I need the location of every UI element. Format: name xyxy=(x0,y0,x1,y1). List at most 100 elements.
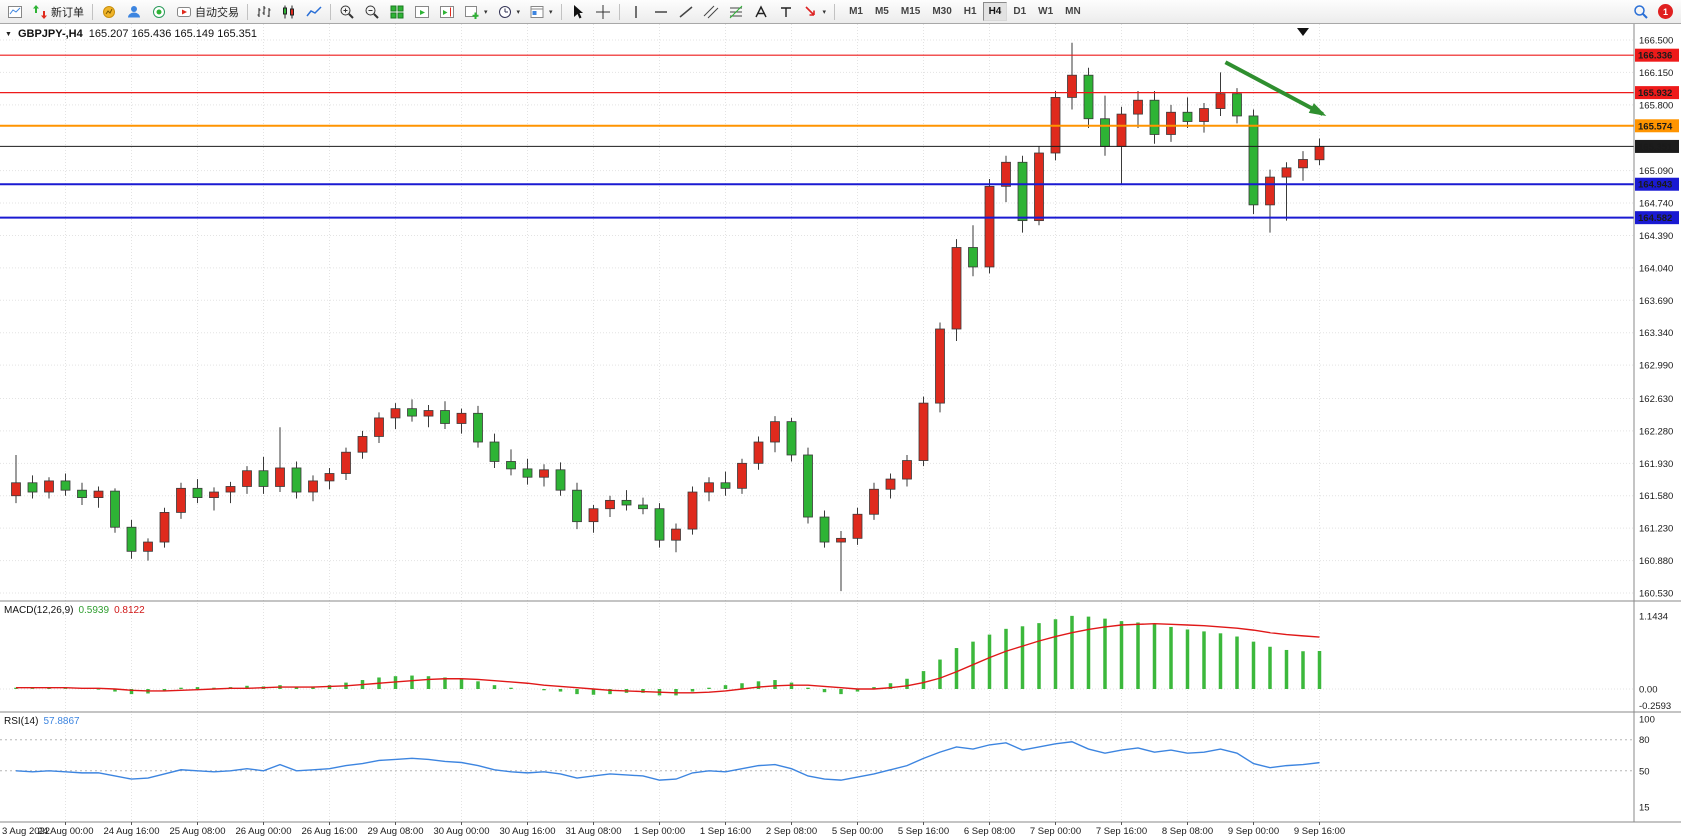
trendline-icon xyxy=(679,5,693,18)
macd-axis-label: 0.00 xyxy=(1639,685,1658,696)
candle-body xyxy=(572,489,582,523)
new-order-icon xyxy=(33,4,47,19)
autotrading-label: 自动交易 xyxy=(195,6,239,19)
timeframe-m5-button[interactable]: M5 xyxy=(874,6,889,17)
line-chart-button[interactable] xyxy=(302,2,326,22)
chart-canvas[interactable]: 166.500 166.150 165.800 165.090 164.740 164.3… xyxy=(0,24,1681,839)
timeframe-d1-button[interactable]: D1 xyxy=(1013,6,1027,17)
candle-body xyxy=(77,489,87,498)
crosshair-tool-button[interactable] xyxy=(591,2,615,22)
templates-button[interactable]: ▾ xyxy=(525,2,557,22)
price-axis[interactable]: 166.500 166.150 165.800 165.090 164.740 164.3… xyxy=(1635,36,1679,814)
candle-body xyxy=(885,478,896,490)
auto-scroll-button[interactable] xyxy=(410,2,434,22)
rsi-line xyxy=(15,741,1320,781)
timeframe-h4-button[interactable]: H4 xyxy=(982,2,1008,21)
bar-chart-button[interactable] xyxy=(252,2,276,22)
vertical-line-tool-button[interactable] xyxy=(624,2,648,22)
new-order-button[interactable]: 新订单 xyxy=(28,2,88,22)
candle-body xyxy=(291,467,302,493)
price-axis-label: 166.500 xyxy=(1639,36,1673,47)
cursor-tool-button[interactable] xyxy=(566,2,590,22)
candle-body xyxy=(11,482,21,497)
notification-badge[interactable]: 1 xyxy=(1658,4,1673,19)
trendline-tool-button[interactable] xyxy=(674,2,698,22)
chart-title: ▼ GBPJPY-,H4 165.207 165.436 165.149 165… xyxy=(5,28,257,40)
new-chart-button[interactable]: ▾ xyxy=(460,2,492,22)
time-axis-label: 9 Sep 16:00 xyxy=(1294,826,1345,837)
market-button[interactable] xyxy=(147,2,171,22)
chart-ohlc-values: 165.207 165.436 165.149 165.351 xyxy=(88,28,257,40)
time-axis-label: 29 Aug 08:00 xyxy=(368,826,424,837)
candle-body xyxy=(1034,152,1044,222)
candle-body xyxy=(126,526,137,552)
zoom-out-button[interactable] xyxy=(360,2,384,22)
price-axis-label: 164.740 xyxy=(1639,199,1673,210)
periods-button[interactable]: ▾ xyxy=(493,2,525,22)
zoom-in-button[interactable] xyxy=(335,2,359,22)
time-axis-label: 31 Aug 08:00 xyxy=(566,826,622,837)
candle-body xyxy=(836,537,846,543)
search-button[interactable] xyxy=(1629,2,1653,22)
time-axis-label: 6 Sep 08:00 xyxy=(964,826,1015,837)
candle-body xyxy=(489,441,500,462)
collapse-triangle-icon[interactable]: ▼ xyxy=(5,30,12,38)
community-button[interactable] xyxy=(122,2,146,22)
chart-shift-button[interactable] xyxy=(435,2,459,22)
pivot-line-orange-badge: 165.574 xyxy=(1635,119,1679,133)
macd-name: MACD(12,26,9) xyxy=(4,605,74,616)
candle-body xyxy=(110,490,120,528)
price-axis-label: 162.990 xyxy=(1639,361,1673,372)
candle-body xyxy=(324,473,335,482)
tile-windows-button[interactable] xyxy=(385,2,409,22)
candle-body xyxy=(506,461,516,470)
macd-indicator-label: MACD(12,26,9) 0.5939 0.8122 xyxy=(4,605,145,616)
timeframe-h1-button[interactable]: H1 xyxy=(963,6,977,17)
indicators-list-button[interactable] xyxy=(97,2,121,22)
toolbar-separator xyxy=(330,3,331,20)
support-line-2-badge: 164.582 xyxy=(1635,211,1679,225)
macd-signal-value: 0.8122 xyxy=(114,605,145,616)
trend-arrow-annotation[interactable] xyxy=(1224,60,1327,116)
bar-chart-icon xyxy=(257,5,271,17)
price-axis-label: 166.150 xyxy=(1639,68,1673,79)
time-axis-label: 7 Sep 00:00 xyxy=(1030,826,1081,837)
macd-main-value: 0.5939 xyxy=(78,605,110,616)
fibonacci-tool-button[interactable] xyxy=(724,2,748,22)
timeframe-group: M1 M5 M15 M30 H1 H4 D1 W1 MN xyxy=(843,2,1087,21)
channel-tool-button[interactable] xyxy=(699,2,723,22)
candlestick-chart-button[interactable] xyxy=(277,2,301,22)
price-axis-label: 162.280 xyxy=(1639,426,1673,437)
svg-text:166.336: 166.336 xyxy=(1638,51,1672,62)
arrows-tool-button[interactable]: ▾ xyxy=(799,2,831,22)
horizontal-line-tool-button[interactable] xyxy=(649,2,673,22)
timeframe-m15-button[interactable]: M15 xyxy=(900,6,921,17)
candle-body xyxy=(621,499,632,506)
candle-body xyxy=(258,470,269,487)
new-chart-mini-button[interactable] xyxy=(3,2,27,22)
candle-body xyxy=(1133,99,1143,115)
label-tool-button[interactable] xyxy=(774,2,798,22)
text-tool-button[interactable] xyxy=(749,2,773,22)
time-axis-label: 25 Aug 08:00 xyxy=(170,826,226,837)
rsi-axis-label: 100 xyxy=(1639,714,1655,725)
chart-shift-marker[interactable] xyxy=(1297,28,1309,36)
autotrading-button[interactable]: 自动交易 xyxy=(172,2,243,22)
timeframe-m1-button[interactable]: M1 xyxy=(849,6,863,17)
timeframe-m30-button[interactable]: M30 xyxy=(932,6,952,17)
candle-body xyxy=(605,499,615,510)
timeframe-w1-button[interactable]: W1 xyxy=(1038,6,1054,17)
candlestick-chart-icon xyxy=(283,5,294,18)
time-axis-label: 9 Sep 00:00 xyxy=(1228,826,1279,837)
toolbar-right-group: 1 xyxy=(1629,2,1678,22)
timeframe-mn-button[interactable]: MN xyxy=(1065,6,1081,17)
candle-body xyxy=(753,441,764,464)
candle-body xyxy=(1017,161,1028,222)
crosshair-icon xyxy=(595,4,610,19)
candle-body xyxy=(918,402,929,461)
dropdown-caret-icon: ▾ xyxy=(516,8,521,16)
line-chart-icon xyxy=(306,5,322,16)
toolbar-separator xyxy=(618,3,620,20)
candle-body xyxy=(1001,161,1011,187)
